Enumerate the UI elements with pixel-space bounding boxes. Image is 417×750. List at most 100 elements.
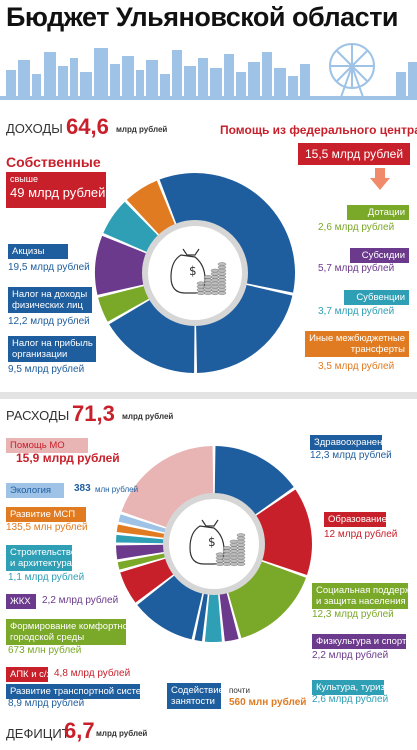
employment-value: 560 млн рублей <box>229 697 307 708</box>
employment-label-line1: Содействие <box>171 685 224 696</box>
other-transfers-label-line1: Иные межбюджетные <box>309 333 405 344</box>
excise-label: Акцизы <box>8 244 68 259</box>
income-donut-chart: $ <box>95 173 295 373</box>
dotations-value: 2,6 млрд рублей <box>318 222 395 233</box>
expense-slice-4 <box>204 593 222 642</box>
profit-tax-label: Налог на прибыль организации <box>8 336 96 362</box>
income-label: ДОХОДЫ <box>6 121 63 136</box>
education-value: 12 млрд рублей <box>324 529 398 540</box>
income-slice-1 <box>196 284 293 373</box>
social-support-value: 12,3 млрд рублей <box>312 609 394 620</box>
expense-slice-2 <box>227 561 307 639</box>
construction-label: Строительство и архитектура <box>6 545 77 571</box>
profit-tax-label-line2: организации <box>12 349 68 360</box>
sme-label: Развитие МСП <box>6 507 86 522</box>
expense-slice-8 <box>117 553 166 570</box>
subventions-label: Субвенции <box>344 290 409 305</box>
ecology-label: Экология <box>6 483 64 498</box>
subsidies-value: 5,7 млрд рублей <box>318 263 395 274</box>
deficit-unit: млрд рублей <box>96 729 148 738</box>
transport-value: 8,9 млрд рублей <box>8 698 85 709</box>
ecology-value: 383 <box>74 483 91 494</box>
income-slice-0 <box>159 173 295 293</box>
income-slice-6 <box>126 180 176 235</box>
profit-tax-label-line1: Налог на прибыль <box>12 338 93 349</box>
subsidies-label: Субсидии <box>350 248 409 263</box>
profit-tax-value: 9,5 млрд рублей <box>8 364 85 375</box>
income-slice-4 <box>95 235 147 295</box>
employment-label: Содействие занятости <box>167 683 224 709</box>
expense-slice-1 <box>255 489 312 575</box>
urban-environment-label-line2: городской среды <box>10 632 85 643</box>
transport-label: Развитие транспортной системы <box>6 684 154 699</box>
housing-value: 2,2 млрд рублей <box>42 595 119 606</box>
expense-slice-10 <box>116 534 165 544</box>
municipal-aid-value: 15,9 млрд рублей <box>16 451 120 465</box>
down-arrow-icon <box>370 168 390 190</box>
income-center <box>142 220 248 326</box>
own-revenue-box: свыше 49 млрд рублей <box>6 172 106 208</box>
ndfl-label: Налог на доходы физических лиц <box>8 287 92 313</box>
subventions-value: 3,7 млрд рублей <box>318 306 395 317</box>
other-transfers-value: 3,5 млрд рублей <box>318 361 395 372</box>
ecology-unit: млн рублей <box>95 485 139 494</box>
own-revenue-label: Собственные <box>6 154 101 170</box>
expense-unit: млрд рублей <box>122 412 174 421</box>
expense-slice-9 <box>116 544 165 560</box>
social-support-label: Социальная поддержка и защита населения <box>312 583 417 609</box>
expense-center <box>163 493 265 595</box>
expense-slice-5 <box>194 592 208 642</box>
deficit-label: ДЕФИЦИТ <box>6 726 70 741</box>
expense-slice-12 <box>118 514 167 533</box>
income-unit: млрд рублей <box>116 125 168 134</box>
housing-label: ЖКХ <box>6 594 36 609</box>
excise-value: 19,5 млрд рублей <box>8 262 90 273</box>
employment-prefix: почти <box>229 686 250 695</box>
section-divider <box>0 392 417 399</box>
social-support-label-line2: и защита населения <box>316 596 406 607</box>
sport-label: Физкультура и спорт <box>312 634 406 649</box>
dotations-label: Дотации <box>347 205 409 220</box>
sme-value: 135,5 млн рублей <box>6 522 88 533</box>
federal-aid-label: Помощь из федерального центра <box>220 123 417 137</box>
expense-total: 71,3 <box>72 401 115 426</box>
city-skyline-illustration <box>0 43 417 100</box>
expense-donut-chart: $ <box>116 446 312 642</box>
page-title: Бюджет Ульяновской области <box>6 2 399 32</box>
svg-text:$: $ <box>208 535 216 549</box>
expense-slice-13 <box>121 446 214 528</box>
employment-label-line2: занятости <box>171 696 215 707</box>
own-revenue-prefix: свыше <box>10 174 38 184</box>
income-money-bag-icon: $ <box>170 248 227 295</box>
expense-label: РАСХОДЫ <box>6 408 70 423</box>
income-slice-2 <box>109 299 195 373</box>
urban-environment-label: Формирование комфортной городской среды <box>6 619 134 645</box>
construction-label-line1: Строительство <box>10 547 77 558</box>
culture-label: Культура, туризм <box>312 680 391 695</box>
social-support-label-line1: Социальная поддержка <box>316 585 417 596</box>
construction-value: 1,1 млрд рублей <box>8 572 85 583</box>
construction-label-line2: и архитектура <box>10 558 72 569</box>
expense-slice-7 <box>120 558 174 603</box>
expense-slice-11 <box>116 524 165 538</box>
income-slice-3 <box>98 285 150 322</box>
svg-text:$: $ <box>189 264 197 278</box>
other-transfers-label: Иные межбюджетные трансферты <box>305 331 409 357</box>
culture-value: 2,6 млрд рублей <box>312 694 389 705</box>
own-revenue-value: 49 млрд рублей <box>10 185 106 200</box>
ndfl-label-line1: Налог на доходы <box>12 289 88 300</box>
ndfl-value: 12,2 млрд рублей <box>8 316 90 327</box>
income-total: 64,6 <box>66 114 109 139</box>
healthcare-label: Здравоохранение <box>310 435 393 450</box>
expense-money-bag-icon: $ <box>189 519 246 566</box>
federal-aid-value: 15,5 млрд рублей <box>298 143 410 165</box>
deficit-total: 6,7 <box>64 718 95 743</box>
agro-label: АПК и с/х <box>6 667 51 682</box>
municipal-aid-label: Помощь МО <box>6 438 88 453</box>
urban-environment-label-line1: Формирование комфортной <box>10 621 134 632</box>
other-transfers-label-line2: трансферты <box>350 344 405 355</box>
education-label: Образование <box>324 512 387 527</box>
expense-slice-6 <box>137 575 203 640</box>
urban-environment-value: 673 млн рублей <box>8 645 82 656</box>
ndfl-label-line2: физических лиц <box>12 300 83 311</box>
